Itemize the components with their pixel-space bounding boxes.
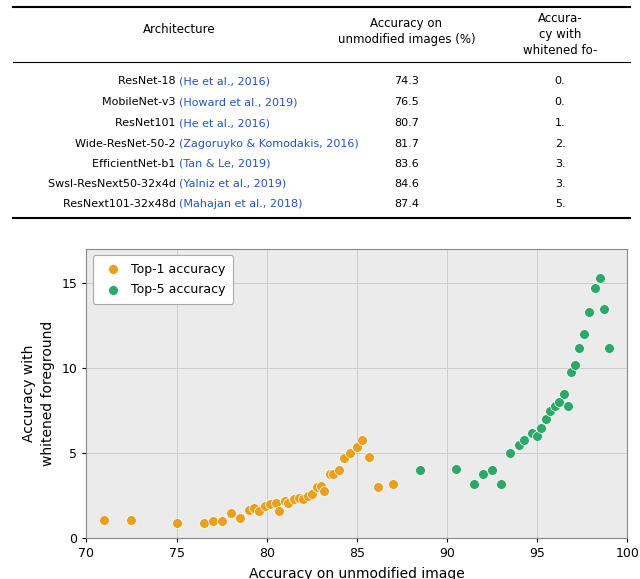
Text: (He et al., 2016): (He et al., 2016) bbox=[179, 118, 270, 128]
Point bbox=[519, 435, 529, 444]
Point bbox=[234, 514, 244, 523]
Text: 76.5: 76.5 bbox=[394, 97, 419, 107]
Point bbox=[274, 507, 284, 516]
Text: 84.6: 84.6 bbox=[394, 179, 419, 189]
X-axis label: Accuracy on unmodified image: Accuracy on unmodified image bbox=[249, 567, 465, 579]
Point bbox=[319, 486, 330, 496]
Point bbox=[172, 519, 182, 528]
Text: (Zagoruyko & Komodakis, 2016): (Zagoruyko & Komodakis, 2016) bbox=[179, 139, 359, 149]
Point bbox=[541, 415, 551, 424]
Point bbox=[536, 423, 546, 433]
Point bbox=[303, 491, 313, 500]
Text: 80.7: 80.7 bbox=[394, 118, 419, 128]
Point bbox=[339, 454, 349, 463]
Point bbox=[344, 449, 355, 458]
Point bbox=[487, 466, 497, 475]
Point bbox=[451, 464, 461, 473]
Text: Wide-ResNet-50-2: Wide-ResNet-50-2 bbox=[76, 139, 179, 149]
Text: 0.: 0. bbox=[555, 76, 565, 86]
Text: 0.: 0. bbox=[555, 97, 565, 107]
Point bbox=[566, 367, 577, 376]
Point bbox=[559, 389, 569, 398]
Point bbox=[478, 469, 488, 478]
Text: (Howard et al., 2019): (Howard et al., 2019) bbox=[179, 97, 298, 107]
Text: (Tan & Le, 2019): (Tan & Le, 2019) bbox=[179, 159, 271, 169]
Text: (Yalniz et al., 2019): (Yalniz et al., 2019) bbox=[179, 179, 287, 189]
Point bbox=[216, 517, 227, 526]
Text: ResNet101: ResNet101 bbox=[115, 118, 179, 128]
Text: 1.: 1. bbox=[555, 118, 565, 128]
Point bbox=[271, 498, 281, 507]
Point bbox=[351, 442, 362, 451]
Point bbox=[550, 401, 560, 411]
Point bbox=[289, 494, 299, 504]
Point bbox=[357, 435, 367, 444]
Text: Architecture: Architecture bbox=[143, 23, 216, 36]
Point bbox=[243, 505, 253, 514]
Point bbox=[388, 479, 398, 489]
Point bbox=[514, 440, 524, 449]
Point bbox=[364, 452, 374, 461]
Text: Accura-
cy with
whitened fo-: Accura- cy with whitened fo- bbox=[523, 12, 597, 57]
Point bbox=[579, 329, 589, 339]
Point bbox=[254, 507, 264, 516]
Point bbox=[333, 466, 344, 475]
Point bbox=[283, 498, 293, 507]
Point bbox=[373, 483, 383, 492]
Text: 3.: 3. bbox=[555, 179, 565, 189]
Text: 2.: 2. bbox=[555, 139, 565, 149]
Point bbox=[595, 273, 605, 283]
Point bbox=[496, 479, 506, 489]
Text: EfficientNet-b1: EfficientNet-b1 bbox=[92, 159, 179, 169]
Legend: Top-1 accuracy, Top-5 accuracy: Top-1 accuracy, Top-5 accuracy bbox=[93, 255, 234, 304]
Point bbox=[312, 483, 323, 492]
Point bbox=[328, 469, 339, 478]
Point bbox=[307, 490, 317, 499]
Point bbox=[198, 519, 209, 528]
Text: 5.: 5. bbox=[555, 199, 565, 209]
Text: 87.4: 87.4 bbox=[394, 199, 419, 209]
Point bbox=[554, 398, 564, 407]
Text: ResNet-18: ResNet-18 bbox=[118, 76, 179, 86]
Point bbox=[99, 515, 109, 525]
Point bbox=[260, 501, 270, 511]
Point bbox=[225, 508, 236, 518]
Point bbox=[527, 428, 537, 438]
Text: 81.7: 81.7 bbox=[394, 139, 419, 149]
Text: 3.: 3. bbox=[555, 159, 565, 169]
Point bbox=[545, 406, 555, 415]
Text: MobileNet-v3: MobileNet-v3 bbox=[102, 97, 179, 107]
Point bbox=[570, 360, 580, 369]
Text: 83.6: 83.6 bbox=[394, 159, 419, 169]
Point bbox=[294, 493, 304, 502]
Point bbox=[280, 496, 290, 505]
Point bbox=[584, 307, 595, 317]
Y-axis label: Accuracy with
whitened foreground: Accuracy with whitened foreground bbox=[22, 321, 54, 466]
Text: 74.3: 74.3 bbox=[394, 76, 419, 86]
Point bbox=[249, 503, 259, 512]
Text: (He et al., 2016): (He et al., 2016) bbox=[179, 76, 270, 86]
Point bbox=[415, 466, 425, 475]
Point bbox=[298, 494, 308, 504]
Point bbox=[265, 500, 275, 509]
Text: ResNext101-32x48d: ResNext101-32x48d bbox=[63, 199, 179, 209]
Point bbox=[316, 481, 326, 490]
Point bbox=[589, 284, 600, 293]
Point bbox=[469, 479, 479, 489]
Point bbox=[573, 343, 584, 353]
Point bbox=[532, 432, 542, 441]
Point bbox=[604, 343, 614, 353]
Text: Accuracy on
unmodified images (%): Accuracy on unmodified images (%) bbox=[337, 17, 476, 46]
Point bbox=[563, 401, 573, 411]
Text: Swsl-ResNext50-32x4d: Swsl-ResNext50-32x4d bbox=[48, 179, 179, 189]
Point bbox=[324, 469, 335, 478]
Point bbox=[207, 517, 218, 526]
Text: (Mahajan et al., 2018): (Mahajan et al., 2018) bbox=[179, 199, 303, 209]
Point bbox=[505, 449, 515, 458]
Point bbox=[126, 515, 136, 525]
Point bbox=[598, 304, 609, 313]
